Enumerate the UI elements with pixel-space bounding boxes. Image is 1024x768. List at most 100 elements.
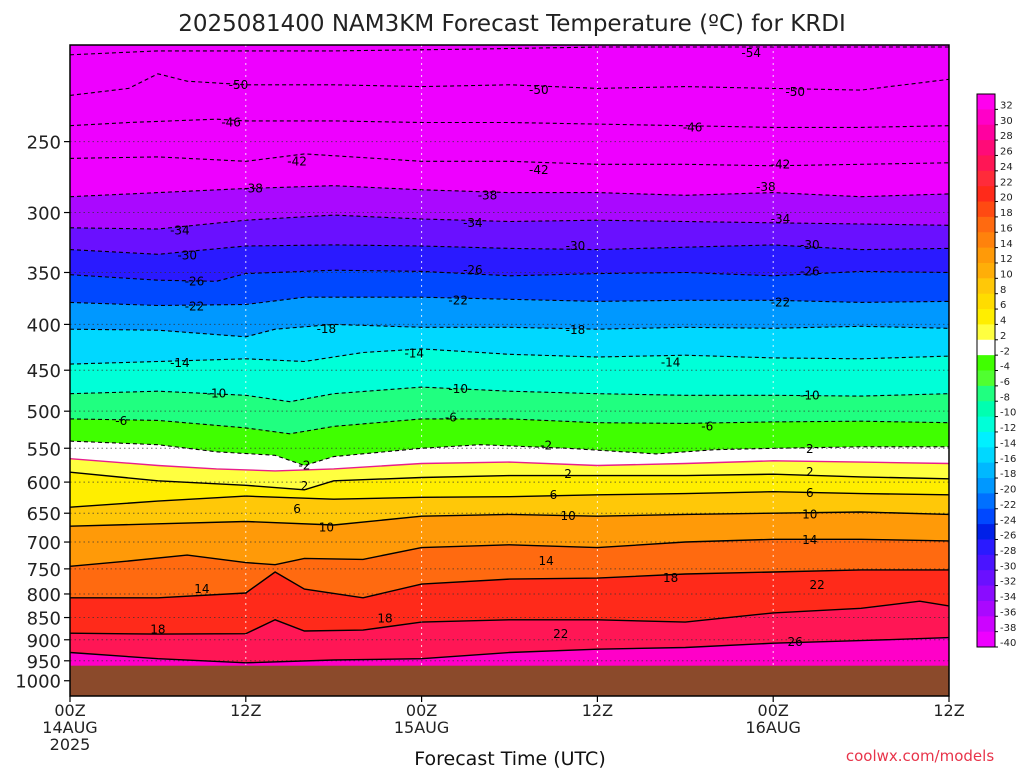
contour-label: 2 (806, 442, 814, 456)
colorbar-label: -4 (1000, 362, 1010, 373)
y-tick-label: 600 (27, 473, 61, 494)
colorbar-swatch (977, 155, 995, 172)
colorbar-swatch (977, 462, 995, 479)
colorbar-swatch (977, 401, 995, 418)
y-tick-label: 550 (27, 439, 61, 460)
colorbar-label: -8 (1000, 392, 1010, 403)
contour-label: 18 (150, 623, 165, 637)
colorbar-swatch (977, 416, 995, 433)
colorbar-label: 26 (1000, 147, 1013, 158)
isotherm-minus-10 (70, 386, 949, 403)
contour-label: -14 (170, 356, 190, 370)
contour-label: -38 (243, 181, 263, 195)
contour-label: -10 (207, 387, 227, 401)
colorbar-swatch (977, 262, 995, 279)
contour-label: -30 (566, 239, 586, 253)
colorbar-swatch (977, 355, 995, 371)
y-tick-label: 850 (27, 609, 61, 630)
band-2-to-6 (70, 472, 949, 508)
contour-label: -38 (756, 180, 776, 194)
contour-label: -30 (177, 248, 197, 262)
isotherm-minus-14 (70, 348, 949, 365)
isotherm-minus-18 (70, 323, 949, 338)
y-tick-label: 1000 (15, 672, 61, 693)
y-tick-label: 450 (27, 361, 61, 382)
colorbar-swatch (977, 94, 995, 110)
contour-label: -22 (771, 295, 791, 309)
x-tick-label: 15AUG (394, 718, 449, 737)
colorbar-swatch (977, 508, 995, 525)
x-tick-label: 12Z (933, 701, 964, 720)
colorbar-label: -12 (1000, 423, 1016, 434)
contour-label: -34 (771, 212, 791, 226)
colorbar-swatch (977, 324, 995, 341)
contour-label: -54 (741, 46, 761, 60)
band-6-to-10 (70, 491, 949, 527)
isotherm-minus-6 (70, 418, 949, 435)
contour-label: 14 (194, 582, 209, 596)
colorbar-swatch (977, 232, 995, 249)
contour-label: 22 (553, 627, 568, 641)
contour-label: -50 (529, 83, 549, 97)
band-0-to-2 (70, 458, 949, 490)
contour-label: -34 (170, 223, 190, 237)
contour-label: -26 (800, 264, 820, 278)
colorbar-swatch (977, 616, 995, 633)
colorbar-swatch (977, 493, 995, 510)
band-22-to-26 (70, 601, 949, 663)
contour-label: 6 (293, 502, 301, 516)
contour-label: -14 (404, 346, 424, 360)
contour-label: 2 (806, 465, 814, 479)
contour-label: 6 (806, 486, 814, 500)
contour-label: -26 (463, 263, 483, 277)
colorbar-swatch (977, 170, 995, 187)
isotherm-minus-2 (70, 440, 949, 467)
isotherm-minus-26 (70, 269, 949, 282)
contour-label: -42 (771, 157, 791, 171)
contour-label: 6 (550, 488, 558, 502)
colorbar-label: -38 (1000, 623, 1016, 634)
y-axis-pressure: 2503003504004505005506006507007508008509… (15, 133, 70, 693)
contour-label: -6 (445, 410, 457, 424)
colorbar-swatch (977, 140, 995, 156)
colorbar-label: -2 (1000, 346, 1010, 357)
x-tick-label: 12Z (230, 701, 261, 720)
x-tick-label: 00Z (406, 701, 437, 720)
contour-label: -6 (115, 414, 127, 428)
isotherm-contours (70, 46, 949, 664)
colorbar-label: -22 (1000, 500, 1016, 511)
isotherm-2 (70, 471, 949, 491)
contour-label: -30 (800, 238, 820, 252)
contour-label: 26 (788, 635, 803, 649)
colorbar-swatch (977, 431, 995, 448)
contour-label: -18 (317, 322, 337, 336)
colorbar-label: -18 (1000, 469, 1016, 480)
contour-label: -46 (683, 120, 703, 134)
band--30-to--26 (70, 244, 949, 282)
x-axis-label: Forecast Time (UTC) (414, 748, 605, 768)
contour-label: -14 (661, 355, 681, 369)
isotherm-0 (70, 458, 949, 472)
isotherm-22 (70, 600, 949, 635)
contour-label: -42 (287, 154, 307, 168)
colorbar-swatch (977, 539, 995, 556)
plot-area (70, 45, 949, 696)
band--42-to--38 (70, 153, 949, 197)
colorbar-label: -20 (1000, 485, 1016, 496)
band--54-to--50 (70, 47, 949, 96)
isotherm-14 (70, 538, 949, 567)
colorbar-label: 32 (1000, 101, 1013, 112)
contour-label: -42 (529, 163, 549, 177)
y-tick-label: 900 (27, 631, 61, 652)
colorbar-label: -26 (1000, 531, 1016, 542)
band--14-to--10 (70, 348, 949, 402)
colorbar-swatch (977, 309, 995, 325)
y-tick-label: 300 (27, 204, 61, 225)
band-18-to-22 (70, 569, 949, 635)
x-tick-label: 00Z (54, 701, 85, 720)
contour-label: 10 (319, 520, 334, 534)
ground-fill (70, 665, 949, 696)
chart-title: 2025081400 NAM3KM Forecast Temperature (… (178, 11, 846, 37)
contour-label: -50 (785, 85, 805, 99)
